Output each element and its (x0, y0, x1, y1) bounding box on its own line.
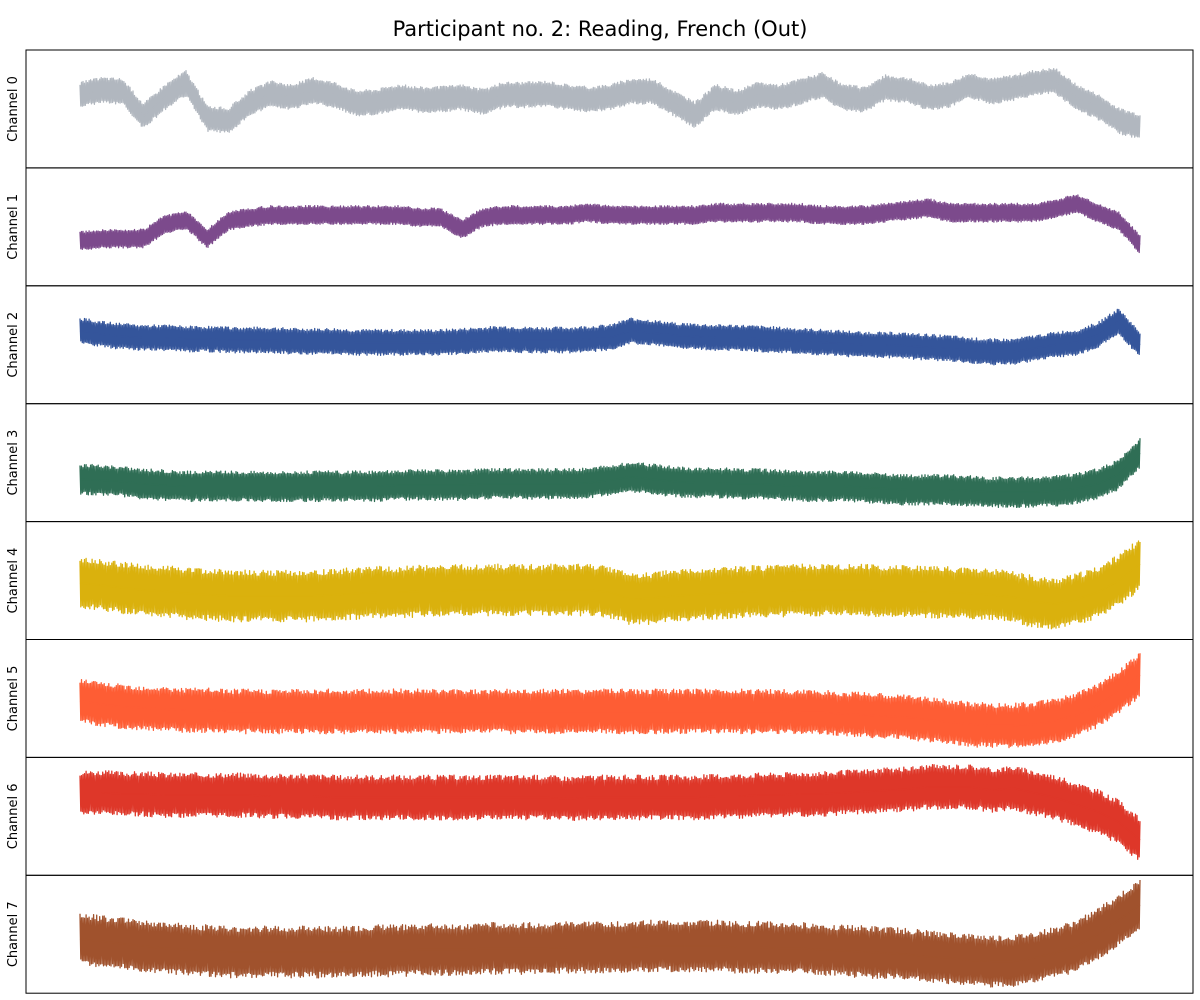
series-center-7 (79, 904, 1141, 963)
channel-label-0: Channel 0 (6, 76, 21, 142)
channel-label-4: Channel 4 (6, 548, 21, 614)
channel-panel-7 (25, 874, 1194, 994)
series-center-5 (79, 674, 1141, 727)
series-center-2 (79, 320, 1141, 353)
series-line-2 (79, 308, 1141, 366)
series-line-4 (79, 540, 1141, 630)
series-line-5 (79, 653, 1141, 749)
series-center-3 (79, 452, 1141, 493)
channel-label-5: Channel 5 (6, 666, 21, 732)
chart-title: Participant no. 2: Reading, French (Out) (393, 17, 808, 41)
series-line-0 (79, 68, 1141, 138)
channel-label-7: Channel 7 (6, 901, 21, 967)
series-center-0 (79, 79, 1141, 128)
channel-label-1: Channel 1 (6, 194, 21, 260)
series-line-1 (79, 194, 1141, 254)
channel-label-2: Channel 2 (6, 312, 21, 378)
series-center-4 (79, 563, 1141, 605)
series-line-6 (79, 763, 1141, 860)
series-center-6 (80, 786, 1141, 841)
channel-label-3: Channel 3 (6, 430, 21, 496)
series-center-1 (79, 202, 1141, 246)
series-line-3 (79, 438, 1141, 509)
channel-label-6: Channel 6 (6, 783, 21, 849)
channel-panels: Channel 0 Channel 1 Channel 2 Channel 3 Chan… (6, 49, 1194, 994)
series-line-7 (79, 879, 1141, 988)
